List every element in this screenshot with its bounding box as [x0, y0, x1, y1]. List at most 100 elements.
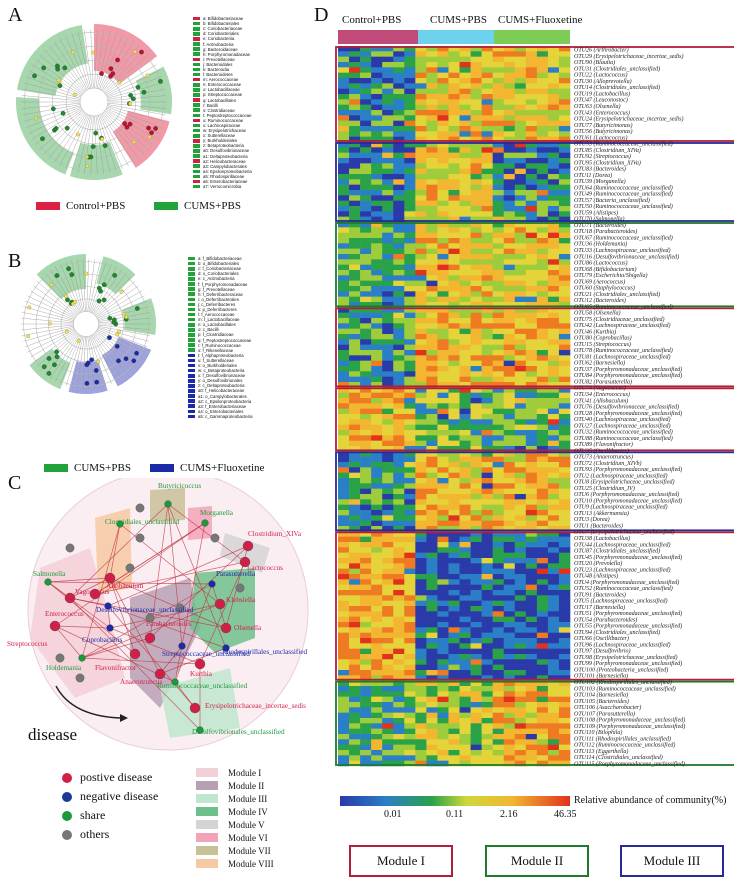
heatmap-cell — [404, 451, 416, 457]
heatmap-cell — [503, 632, 516, 639]
heatmap-cell — [371, 547, 383, 553]
heatmap-cell — [437, 344, 449, 351]
cladogram-b-branch — [54, 335, 81, 382]
heatmap-cell — [536, 552, 549, 559]
heatmap-cell — [481, 531, 493, 537]
heatmap-row-label: OTU100 (Proteobacteria_unclassified) — [574, 666, 668, 673]
heatmap-cell — [382, 579, 394, 585]
heatmap-cell — [338, 483, 350, 489]
heatmap-cell — [448, 504, 460, 511]
heatmap-cell — [338, 627, 350, 633]
heatmap-cell — [360, 734, 372, 740]
heatmap-cell — [437, 195, 449, 201]
heatmap-cell — [426, 494, 438, 500]
heatmap-cell — [547, 408, 560, 415]
network-edge — [109, 577, 161, 675]
heatmap-cell — [415, 430, 427, 436]
heatmap-cell — [547, 611, 560, 617]
heatmap-cell — [481, 478, 493, 484]
heatmap-cell — [525, 280, 538, 287]
heatmap-cell — [459, 296, 471, 303]
cladogram-b-node — [49, 282, 54, 287]
heatmap-cell — [470, 744, 482, 751]
heatmap-cell — [349, 99, 361, 105]
heatmap-cell — [536, 323, 549, 329]
heatmap-cell — [448, 446, 460, 452]
cladogram-b-branch — [40, 276, 78, 316]
panel-letter-d: D — [314, 4, 329, 26]
heatmap-cell — [360, 227, 372, 233]
heatmap-row-label: OTU111 (Rhodospirillales_unclassified) — [574, 735, 671, 742]
heatmap-row-label: OTU72 (Clostridium_XIVb) — [574, 460, 642, 467]
heatmap-cell — [470, 104, 482, 111]
heatmap-cell — [525, 382, 538, 388]
heatmap-cell — [503, 638, 516, 644]
heatmap-cell — [382, 456, 394, 463]
heatmap-cell — [437, 158, 449, 164]
heatmap-cell — [426, 579, 438, 585]
heatmap-cell — [393, 611, 405, 617]
heatmap-cell — [349, 152, 361, 159]
heatmap-cell — [349, 136, 361, 143]
heatmap-cell — [382, 206, 394, 212]
heatmap-cell — [459, 195, 471, 201]
heatmap-cell — [349, 659, 361, 665]
heatmap-cell — [492, 648, 505, 655]
heatmap-cell — [547, 728, 560, 735]
heatmap-cell — [547, 158, 560, 164]
cladogram-b-branch — [71, 260, 84, 312]
heatmap-cell — [437, 147, 449, 153]
heatmap-cell — [525, 414, 538, 420]
heatmap-cell — [536, 739, 549, 745]
heatmap-cell — [492, 638, 505, 644]
heatmap-cell — [536, 590, 549, 596]
cladogram-a-node — [135, 84, 141, 90]
heatmap-cell — [393, 531, 405, 537]
heatmap-cell — [393, 355, 405, 361]
heatmap-cell — [393, 696, 405, 703]
taxa-a-swatch — [193, 144, 200, 148]
heatmap-cell — [558, 323, 571, 329]
cladogram-a-branch — [107, 105, 164, 122]
heatmap-cell — [470, 115, 482, 121]
cladogram-a-branch — [99, 114, 123, 169]
heatmap-cell — [459, 408, 471, 415]
taxa-b-row: j: c_Deferribacteres — [188, 302, 318, 307]
heatmap-cell — [459, 302, 471, 308]
legend-a-control-label: Control+PBS — [66, 200, 126, 212]
cladogram-b-branch — [92, 269, 123, 314]
heatmap-cell — [547, 339, 560, 345]
heatmap-cell — [459, 51, 471, 57]
taxa-b-label: t: f_Alphaproteobacteria — [198, 352, 244, 358]
heatmap-cell — [448, 648, 460, 655]
heatmap-cell — [393, 307, 405, 313]
colorbar-label: Relative abundance of community(%) — [574, 795, 727, 806]
heatmap-cell — [360, 659, 372, 665]
heatmap-cell — [382, 184, 394, 191]
heatmap-cell — [338, 494, 350, 500]
heatmap-cell — [547, 344, 560, 351]
cladogram-b-branch — [93, 272, 127, 315]
taxa-b-swatch — [188, 287, 195, 291]
heatmap-cell — [547, 568, 560, 575]
node-legend-item: negative disease — [62, 787, 158, 806]
heatmap-cell — [470, 739, 482, 745]
heatmap-cell — [426, 574, 438, 580]
heatmap-cell — [536, 259, 549, 265]
network-edge — [81, 657, 201, 665]
heatmap-cell — [470, 499, 482, 505]
heatmap-cell — [481, 126, 493, 132]
heatmap-cell — [426, 536, 438, 543]
heatmap-cell — [371, 227, 383, 233]
cladogram-b-node — [41, 364, 47, 370]
heatmap-cell — [382, 307, 394, 313]
taxa-a-swatch — [193, 149, 200, 153]
heatmap-cell — [481, 600, 493, 607]
heatmap-cell — [503, 680, 516, 687]
heatmap-cell — [514, 462, 527, 468]
heatmap-cell — [415, 590, 427, 596]
heatmap-cell — [459, 110, 471, 116]
heatmap-cell — [415, 232, 427, 239]
heatmap-cell — [492, 750, 505, 756]
heatmap-cell — [525, 307, 538, 313]
